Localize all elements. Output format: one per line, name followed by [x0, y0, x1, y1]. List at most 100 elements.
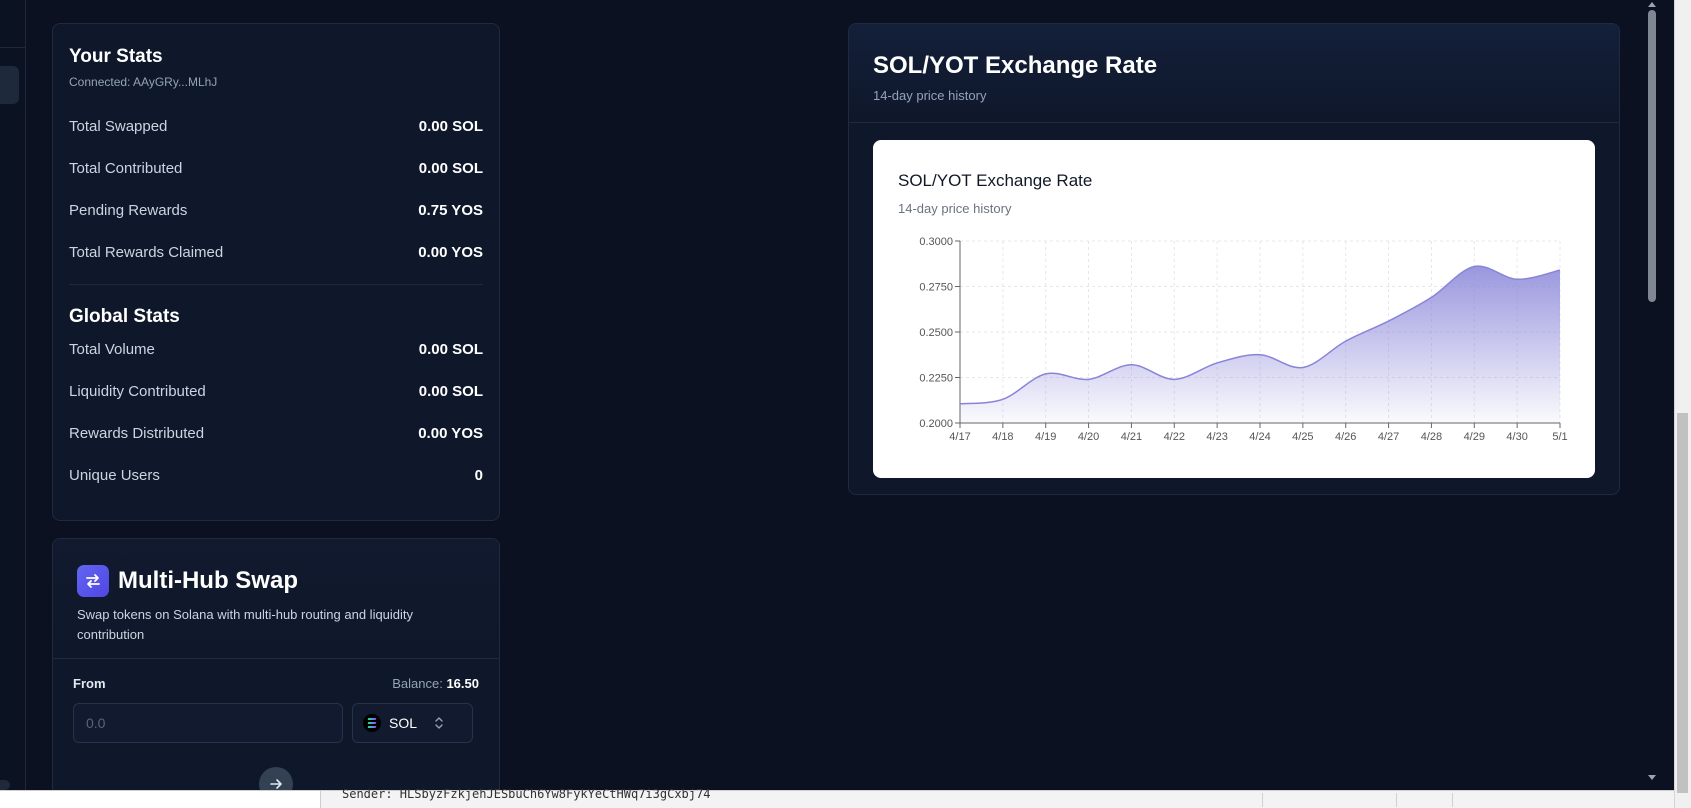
window-scrollbar-thumb[interactable]	[1677, 413, 1688, 793]
stat-value: 0.00 YOS	[418, 424, 483, 442]
stat-row-unique-users: Unique Users 0	[69, 465, 483, 485]
stats-divider	[69, 284, 483, 285]
sidebar-bottom-item[interactable]	[0, 780, 10, 790]
x-tick-label: 4/19	[1035, 431, 1056, 443]
stat-label: Liquidity Contributed	[69, 382, 206, 400]
x-tick-label: 4/23	[1206, 431, 1227, 443]
console-log-line: Sender: HLSbyzFzkjehJESbuCh6Yw8FykYeCtHW…	[342, 787, 711, 801]
exchange-rate-header: SOL/YOT Exchange Rate 14-day price histo…	[849, 24, 1619, 123]
y-tick-label: 0.2750	[919, 282, 953, 294]
stats-card: Your Stats Connected: AAyGRy...MLhJ Tota…	[52, 23, 500, 521]
data-point	[1174, 379, 1175, 380]
data-point	[1474, 266, 1475, 267]
swap-arrows-icon	[77, 565, 109, 597]
stat-value: 0.00 SOL	[418, 382, 483, 400]
x-tick-label: 4/21	[1121, 431, 1142, 443]
balance-label: Balance:	[392, 676, 443, 691]
data-point	[1345, 341, 1346, 342]
sidebar-header	[0, 0, 26, 48]
series-line	[959, 265, 1561, 405]
stat-row-total-volume: Total Volume 0.00 SOL	[69, 339, 483, 359]
page-scrollbar-thumb[interactable]	[1648, 10, 1656, 302]
swap-card: Multi-Hub Swap Swap tokens on Solana wit…	[52, 538, 500, 798]
x-tick-label: 4/24	[1249, 431, 1270, 443]
data-point	[1217, 362, 1218, 363]
stat-value: 0.00 SOL	[418, 159, 483, 177]
x-tick-label: 4/20	[1078, 431, 1099, 443]
strip-separator	[1262, 793, 1263, 807]
scroll-down-icon[interactable]	[1647, 774, 1657, 782]
stat-row-pending-rewards: Pending Rewards 0.75 YOS	[69, 200, 483, 220]
stat-value: 0	[474, 466, 483, 484]
data-point	[960, 403, 961, 404]
chevron-updown-icon	[435, 717, 443, 729]
data-point	[1131, 364, 1132, 365]
stat-row-liquidity-contributed: Liquidity Contributed 0.00 SOL	[69, 381, 483, 401]
stat-row-rewards-distributed: Rewards Distributed 0.00 YOS	[69, 423, 483, 443]
from-token-select[interactable]: SOL	[352, 703, 473, 743]
data-point	[1517, 279, 1518, 280]
stat-label: Total Contributed	[69, 159, 183, 177]
y-tick-label: 0.3000	[919, 236, 953, 248]
x-tick-label: 4/26	[1335, 431, 1356, 443]
x-tick-label: 5/1	[1552, 431, 1567, 443]
stat-label: Total Swapped	[69, 117, 168, 135]
y-tick-label: 0.2500	[919, 327, 953, 339]
x-tick-label: 4/25	[1292, 431, 1313, 443]
data-point	[1260, 354, 1261, 355]
stat-row-total-contributed: Total Contributed 0.00 SOL	[69, 158, 483, 178]
sidebar	[0, 0, 26, 790]
stat-value: 0.75 YOS	[418, 201, 483, 219]
chart-subtitle: 14-day price history	[898, 201, 1012, 216]
exchange-rate-title: SOL/YOT Exchange Rate	[873, 52, 1158, 79]
data-point	[1088, 379, 1089, 380]
chart-panel: SOL/YOT Exchange Rate 14-day price histo…	[873, 140, 1595, 478]
exchange-rate-chart: 0.2000 0.2250 0.2500 0.2750 0.3000 4/17 4/18 4/…	[919, 236, 1567, 443]
swap-description: Swap tokens on Solana with multi-hub rou…	[77, 607, 414, 642]
token-symbol: SOL	[389, 715, 418, 731]
stat-value: 0.00 SOL	[418, 340, 483, 358]
stat-value: 0.00 SOL	[418, 117, 483, 135]
y-tick-label: 0.2000	[919, 418, 953, 430]
strip-separator	[1452, 793, 1453, 807]
stat-value: 0.00 YOS	[418, 243, 483, 261]
from-label: From	[73, 676, 106, 691]
x-tick-label: 4/28	[1421, 431, 1442, 443]
scroll-up-icon[interactable]	[1647, 0, 1657, 8]
y-tick-label: 0.2250	[919, 373, 953, 385]
solana-logo-icon	[363, 714, 381, 732]
data-point	[1002, 399, 1003, 400]
arrow-right-icon	[270, 779, 282, 789]
stat-label: Total Volume	[69, 340, 155, 358]
stat-label: Unique Users	[69, 466, 160, 484]
series-area-fill	[960, 266, 1560, 423]
sidebar-active-item[interactable]	[0, 66, 19, 104]
stat-label: Rewards Distributed	[69, 424, 205, 442]
data-point	[1431, 297, 1432, 298]
stat-label: Pending Rewards	[69, 201, 188, 219]
exchange-rate-subtitle: 14-day price history	[873, 88, 987, 103]
x-tick-label: 4/27	[1378, 431, 1399, 443]
devtools-left-pane	[0, 791, 321, 808]
strip-separator	[1396, 793, 1397, 807]
stat-row-total-rewards-claimed: Total Rewards Claimed 0.00 YOS	[69, 242, 483, 262]
x-tick-label: 4/17	[949, 431, 970, 443]
swap-header: Multi-Hub Swap Swap tokens on Solana wit…	[53, 539, 499, 659]
x-tick-label: 4/18	[992, 431, 1013, 443]
exchange-rate-card: SOL/YOT Exchange Rate 14-day price histo…	[848, 23, 1620, 495]
connected-wallet: Connected: AAyGRy...MLhJ	[69, 75, 218, 89]
balance-display: Balance: 16.50	[392, 676, 479, 691]
x-tick-label: 4/22	[1164, 431, 1185, 443]
global-stats-title: Global Stats	[69, 306, 180, 327]
from-amount-input[interactable]	[73, 703, 343, 743]
swap-title: Multi-Hub Swap	[118, 567, 298, 594]
stat-label: Total Rewards Claimed	[69, 243, 224, 261]
devtools-strip: Sender: HLSbyzFzkjehJESbuCh6Yw8FykYeCtHW…	[0, 787, 1674, 808]
data-point	[1302, 367, 1303, 368]
your-stats-title: Your Stats	[69, 46, 163, 67]
x-tick-label: 4/29	[1464, 431, 1485, 443]
x-tick-label: 4/30	[1506, 431, 1527, 443]
balance-value: 16.50	[446, 676, 479, 691]
data-point	[1560, 270, 1561, 271]
